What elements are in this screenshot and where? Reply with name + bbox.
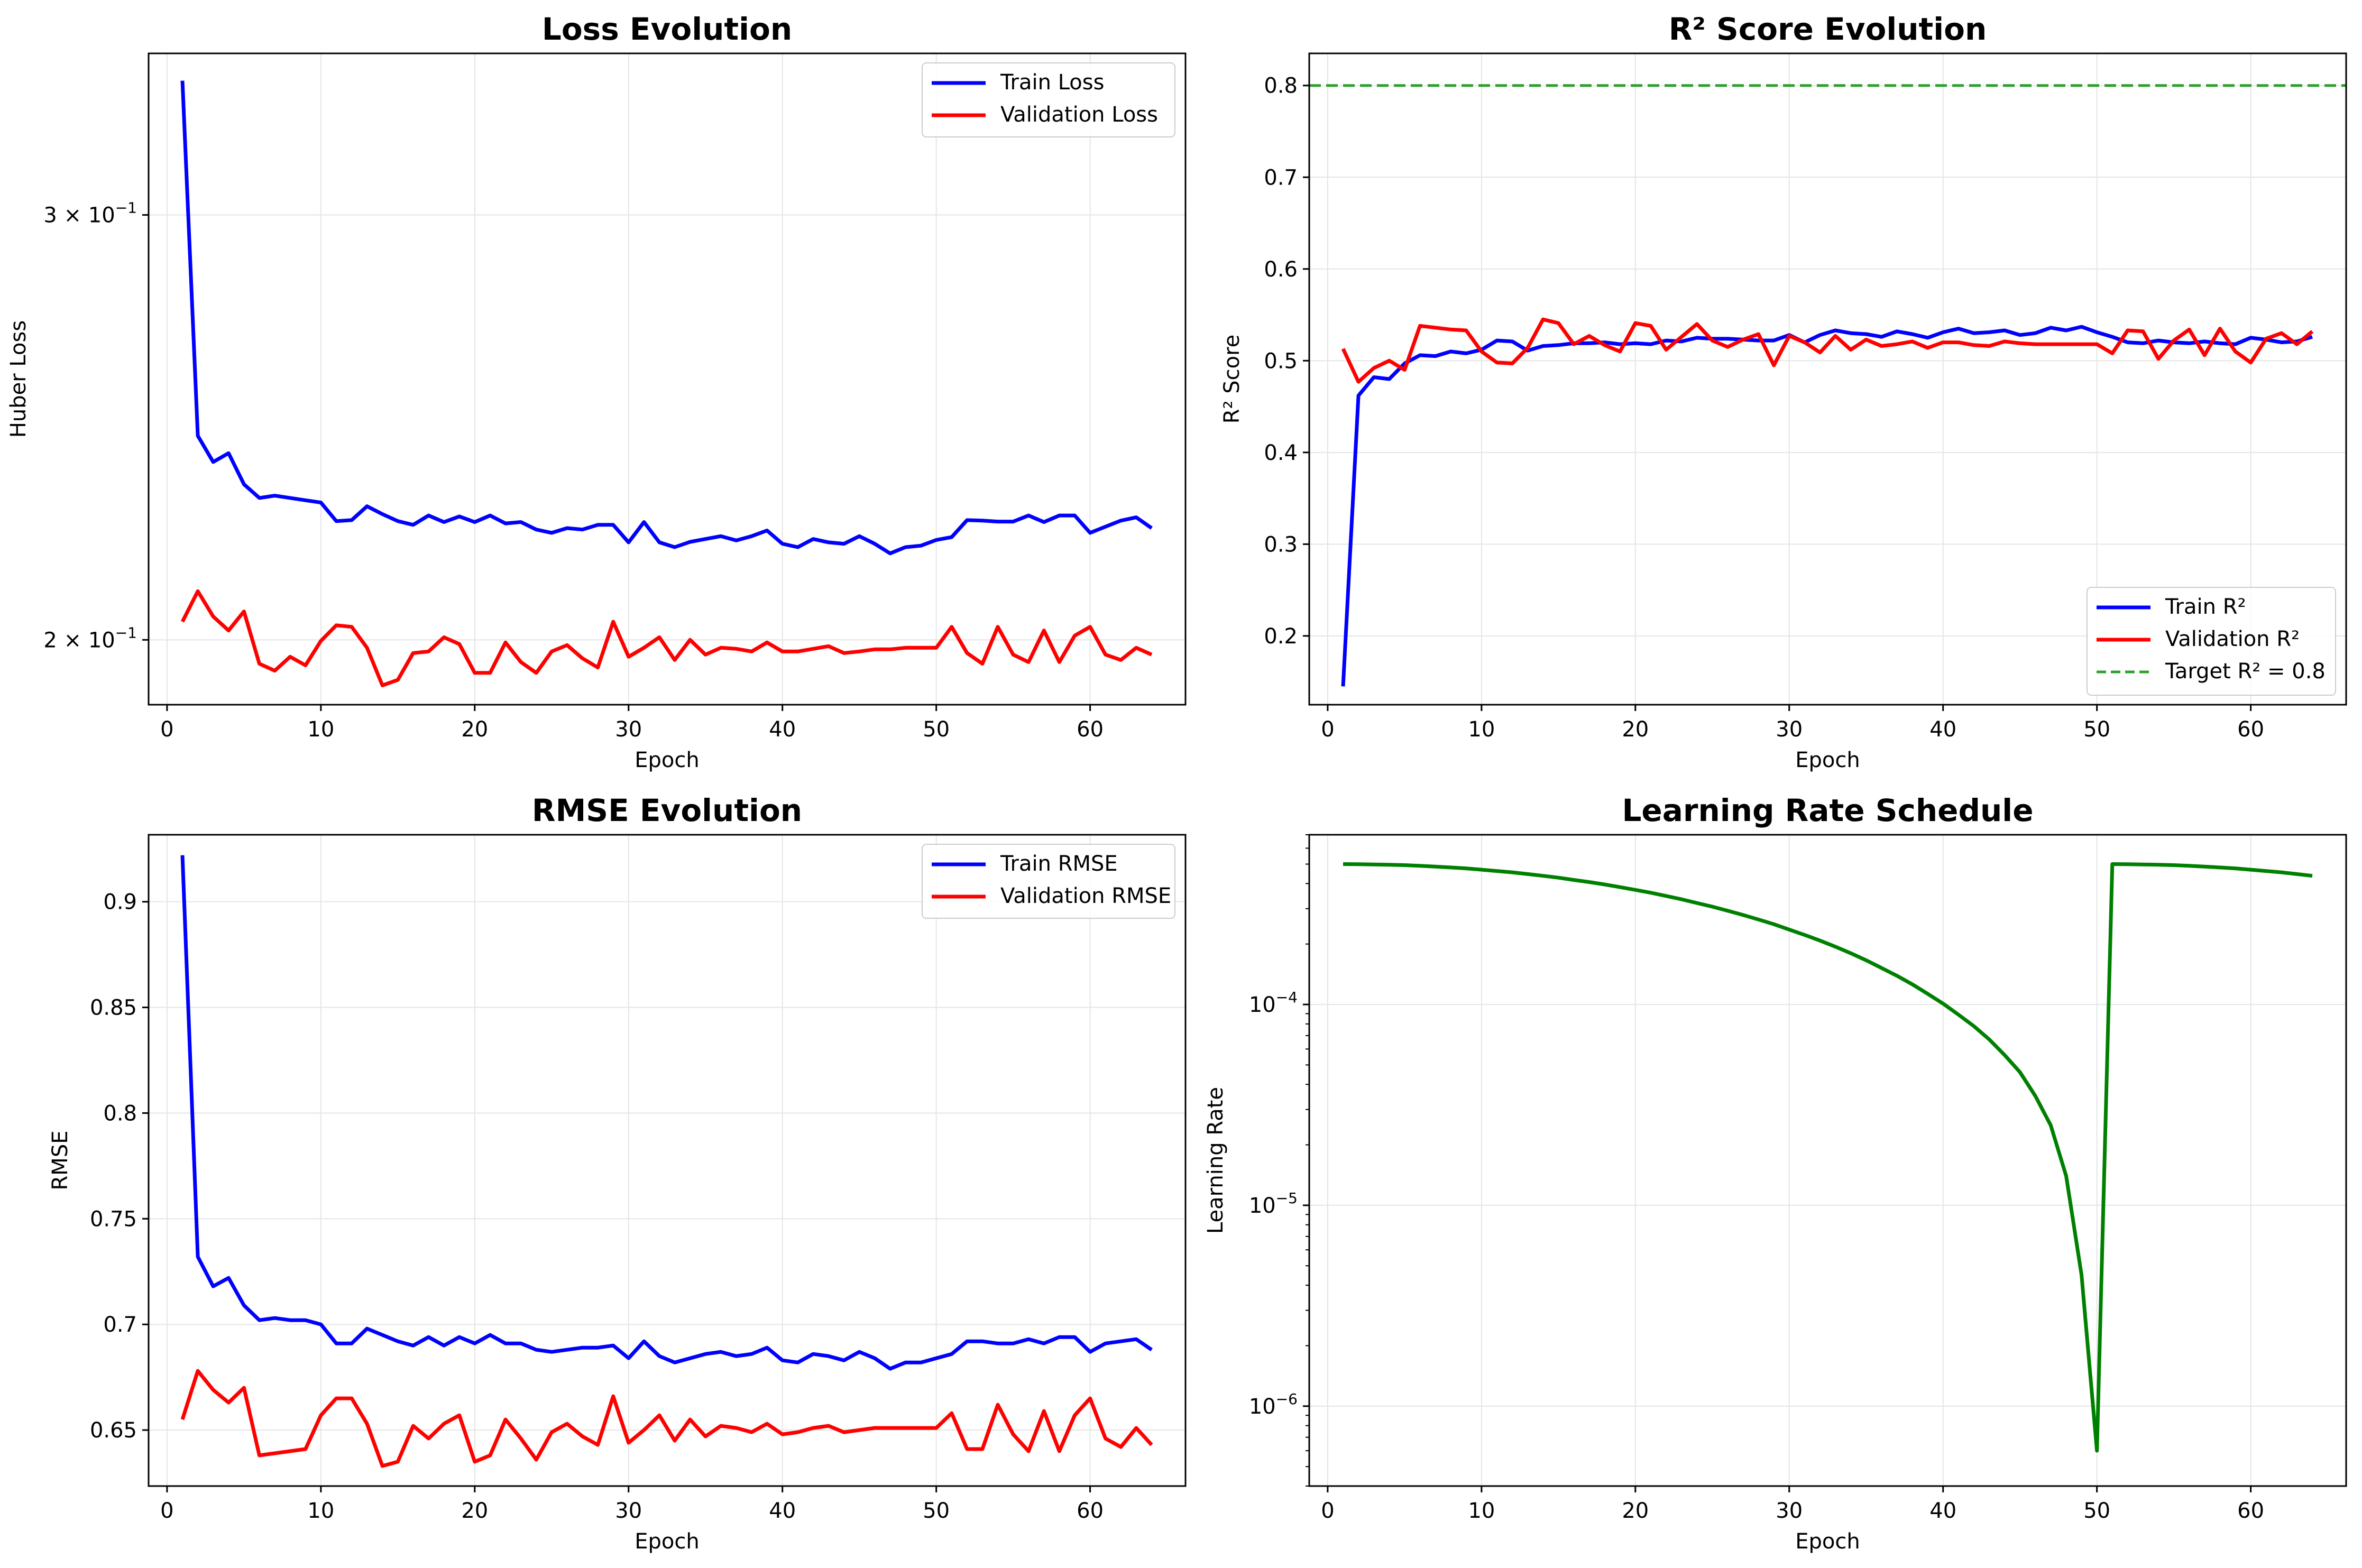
y-tick-label: 0.8 bbox=[1264, 74, 1298, 98]
x-tick-label: 50 bbox=[2083, 1499, 2110, 1523]
y-tick-label: 0.5 bbox=[1264, 349, 1298, 373]
legend-label: Train Loss bbox=[1000, 70, 1104, 95]
y-axis-label: Learning Rate bbox=[1203, 1087, 1228, 1234]
legend: Train RMSE Validation RMSE bbox=[922, 844, 1175, 919]
legend-label: Validation Loss bbox=[1000, 103, 1158, 127]
legend: Train R² Validation R² Target R² = 0.8 bbox=[2087, 587, 2336, 696]
x-tick-label: 40 bbox=[1929, 1499, 1956, 1523]
x-tick-label: 30 bbox=[615, 717, 642, 742]
learning-rate-line bbox=[1343, 862, 2313, 1453]
chart-title: R² Score Evolution bbox=[1669, 11, 1987, 47]
x-tick-label: 40 bbox=[769, 1499, 796, 1523]
validation-rmse-line bbox=[180, 1369, 1153, 1468]
x-tick-label: 0 bbox=[160, 717, 173, 742]
legend-label: Target R² = 0.8 bbox=[2165, 659, 2326, 684]
x-axis-label: Epoch bbox=[1795, 1529, 1860, 1554]
y-tick-label: 0.6 bbox=[1264, 257, 1298, 282]
x-axis-label: Epoch bbox=[1795, 748, 1860, 772]
x-tick-label: 40 bbox=[1929, 717, 1956, 742]
axes-frame bbox=[1308, 834, 2347, 1487]
x-tick-label: 30 bbox=[1776, 1499, 1803, 1523]
y-tick-label: 10−6 bbox=[1249, 1390, 1298, 1419]
x-tick-label: 20 bbox=[461, 717, 488, 742]
x-tick-label: 10 bbox=[1468, 717, 1495, 742]
grid bbox=[1309, 835, 2346, 1486]
x-tick-label: 0 bbox=[1321, 717, 1334, 742]
y-tick-label: 0.9 bbox=[103, 890, 137, 915]
chart-title: RMSE Evolution bbox=[532, 792, 802, 828]
x-tick-label: 60 bbox=[1077, 1499, 1104, 1523]
legend-box bbox=[2087, 587, 2336, 696]
x-tick-label: 30 bbox=[615, 1499, 642, 1523]
x-tick-label: 20 bbox=[461, 1499, 488, 1523]
grid bbox=[149, 53, 1185, 705]
y-tick-label: 0.85 bbox=[90, 996, 137, 1020]
y-tick-label: 0.3 bbox=[1264, 532, 1298, 557]
chart-title: Learning Rate Schedule bbox=[1622, 792, 2033, 828]
x-tick-label: 10 bbox=[307, 1499, 334, 1523]
x-tick-label: 50 bbox=[2083, 717, 2110, 742]
axes-frame bbox=[1308, 52, 2347, 706]
train-rmse-line bbox=[180, 855, 1153, 1371]
x-tick-label: 0 bbox=[1321, 1499, 1334, 1523]
y-axis-label: Huber Loss bbox=[6, 320, 31, 438]
chart-title: Loss Evolution bbox=[542, 11, 792, 47]
y-axis-label: RMSE bbox=[48, 1131, 72, 1191]
y-tick-label: 0.8 bbox=[103, 1101, 137, 1126]
x-tick-label: 10 bbox=[1468, 1499, 1495, 1523]
y-tick-label: 0.2 bbox=[1264, 624, 1298, 649]
y-tick-label: 0.65 bbox=[90, 1418, 137, 1443]
x-axis-label: Epoch bbox=[635, 748, 699, 772]
x-tick-label: 20 bbox=[1622, 717, 1649, 742]
loss-chart: 0 10 20 30 40 50 60 3 × 10−1 2 × 10−1 Loss Evolut… bbox=[6, 11, 1187, 772]
legend-label: Validation RMSE bbox=[1000, 884, 1171, 908]
train-loss-line bbox=[180, 80, 1153, 556]
x-tick-label: 10 bbox=[307, 717, 334, 742]
legend-label: Train RMSE bbox=[1000, 852, 1118, 876]
learning-rate-chart: 0 10 20 30 40 50 60 10−6 10−5 10−4 Learning Rate S… bbox=[1203, 792, 2347, 1554]
x-tick-label: 0 bbox=[160, 1499, 173, 1523]
validation-r--line bbox=[1341, 317, 2314, 384]
y-tick-label: 10−4 bbox=[1249, 989, 1298, 1017]
y-tick-label: 0.4 bbox=[1264, 441, 1298, 465]
x-tick-label: 20 bbox=[1622, 1499, 1649, 1523]
axes-frame bbox=[148, 834, 1187, 1487]
y-tick-label: 3 × 10−1 bbox=[43, 199, 137, 228]
legend-label: Train R² bbox=[2165, 595, 2246, 619]
y-tick-label: 0.7 bbox=[1264, 165, 1298, 190]
x-tick-label: 60 bbox=[2237, 1499, 2264, 1523]
y-tick-label: 2 × 10−1 bbox=[43, 624, 137, 652]
r2-chart: 0 10 20 30 40 50 60 0.2 0.3 0.4 0.5 0.6 0.7 0.8 R² Sco… bbox=[1220, 11, 2347, 772]
y-tick-label: 0.7 bbox=[103, 1313, 137, 1337]
x-tick-label: 30 bbox=[1776, 717, 1803, 742]
y-axis-label: R² Score bbox=[1220, 335, 1244, 424]
y-tick-label: 0.75 bbox=[90, 1207, 137, 1231]
x-tick-label: 60 bbox=[1077, 717, 1104, 742]
y-tick-label: 10−5 bbox=[1249, 1189, 1298, 1218]
x-tick-label: 50 bbox=[923, 717, 950, 742]
x-tick-label: 60 bbox=[2237, 717, 2264, 742]
validation-loss-line bbox=[180, 589, 1153, 687]
x-axis-label: Epoch bbox=[635, 1529, 699, 1554]
legend-label: Validation R² bbox=[2165, 627, 2300, 651]
axes-frame bbox=[148, 52, 1187, 706]
legend: Train Loss Validation Loss bbox=[922, 62, 1175, 137]
x-tick-label: 50 bbox=[923, 1499, 950, 1523]
x-tick-label: 40 bbox=[769, 717, 796, 742]
rmse-chart: 0 10 20 30 40 50 60 0.65 0.7 0.75 0.8 0.85 0.9 RMSE E… bbox=[48, 792, 1187, 1554]
